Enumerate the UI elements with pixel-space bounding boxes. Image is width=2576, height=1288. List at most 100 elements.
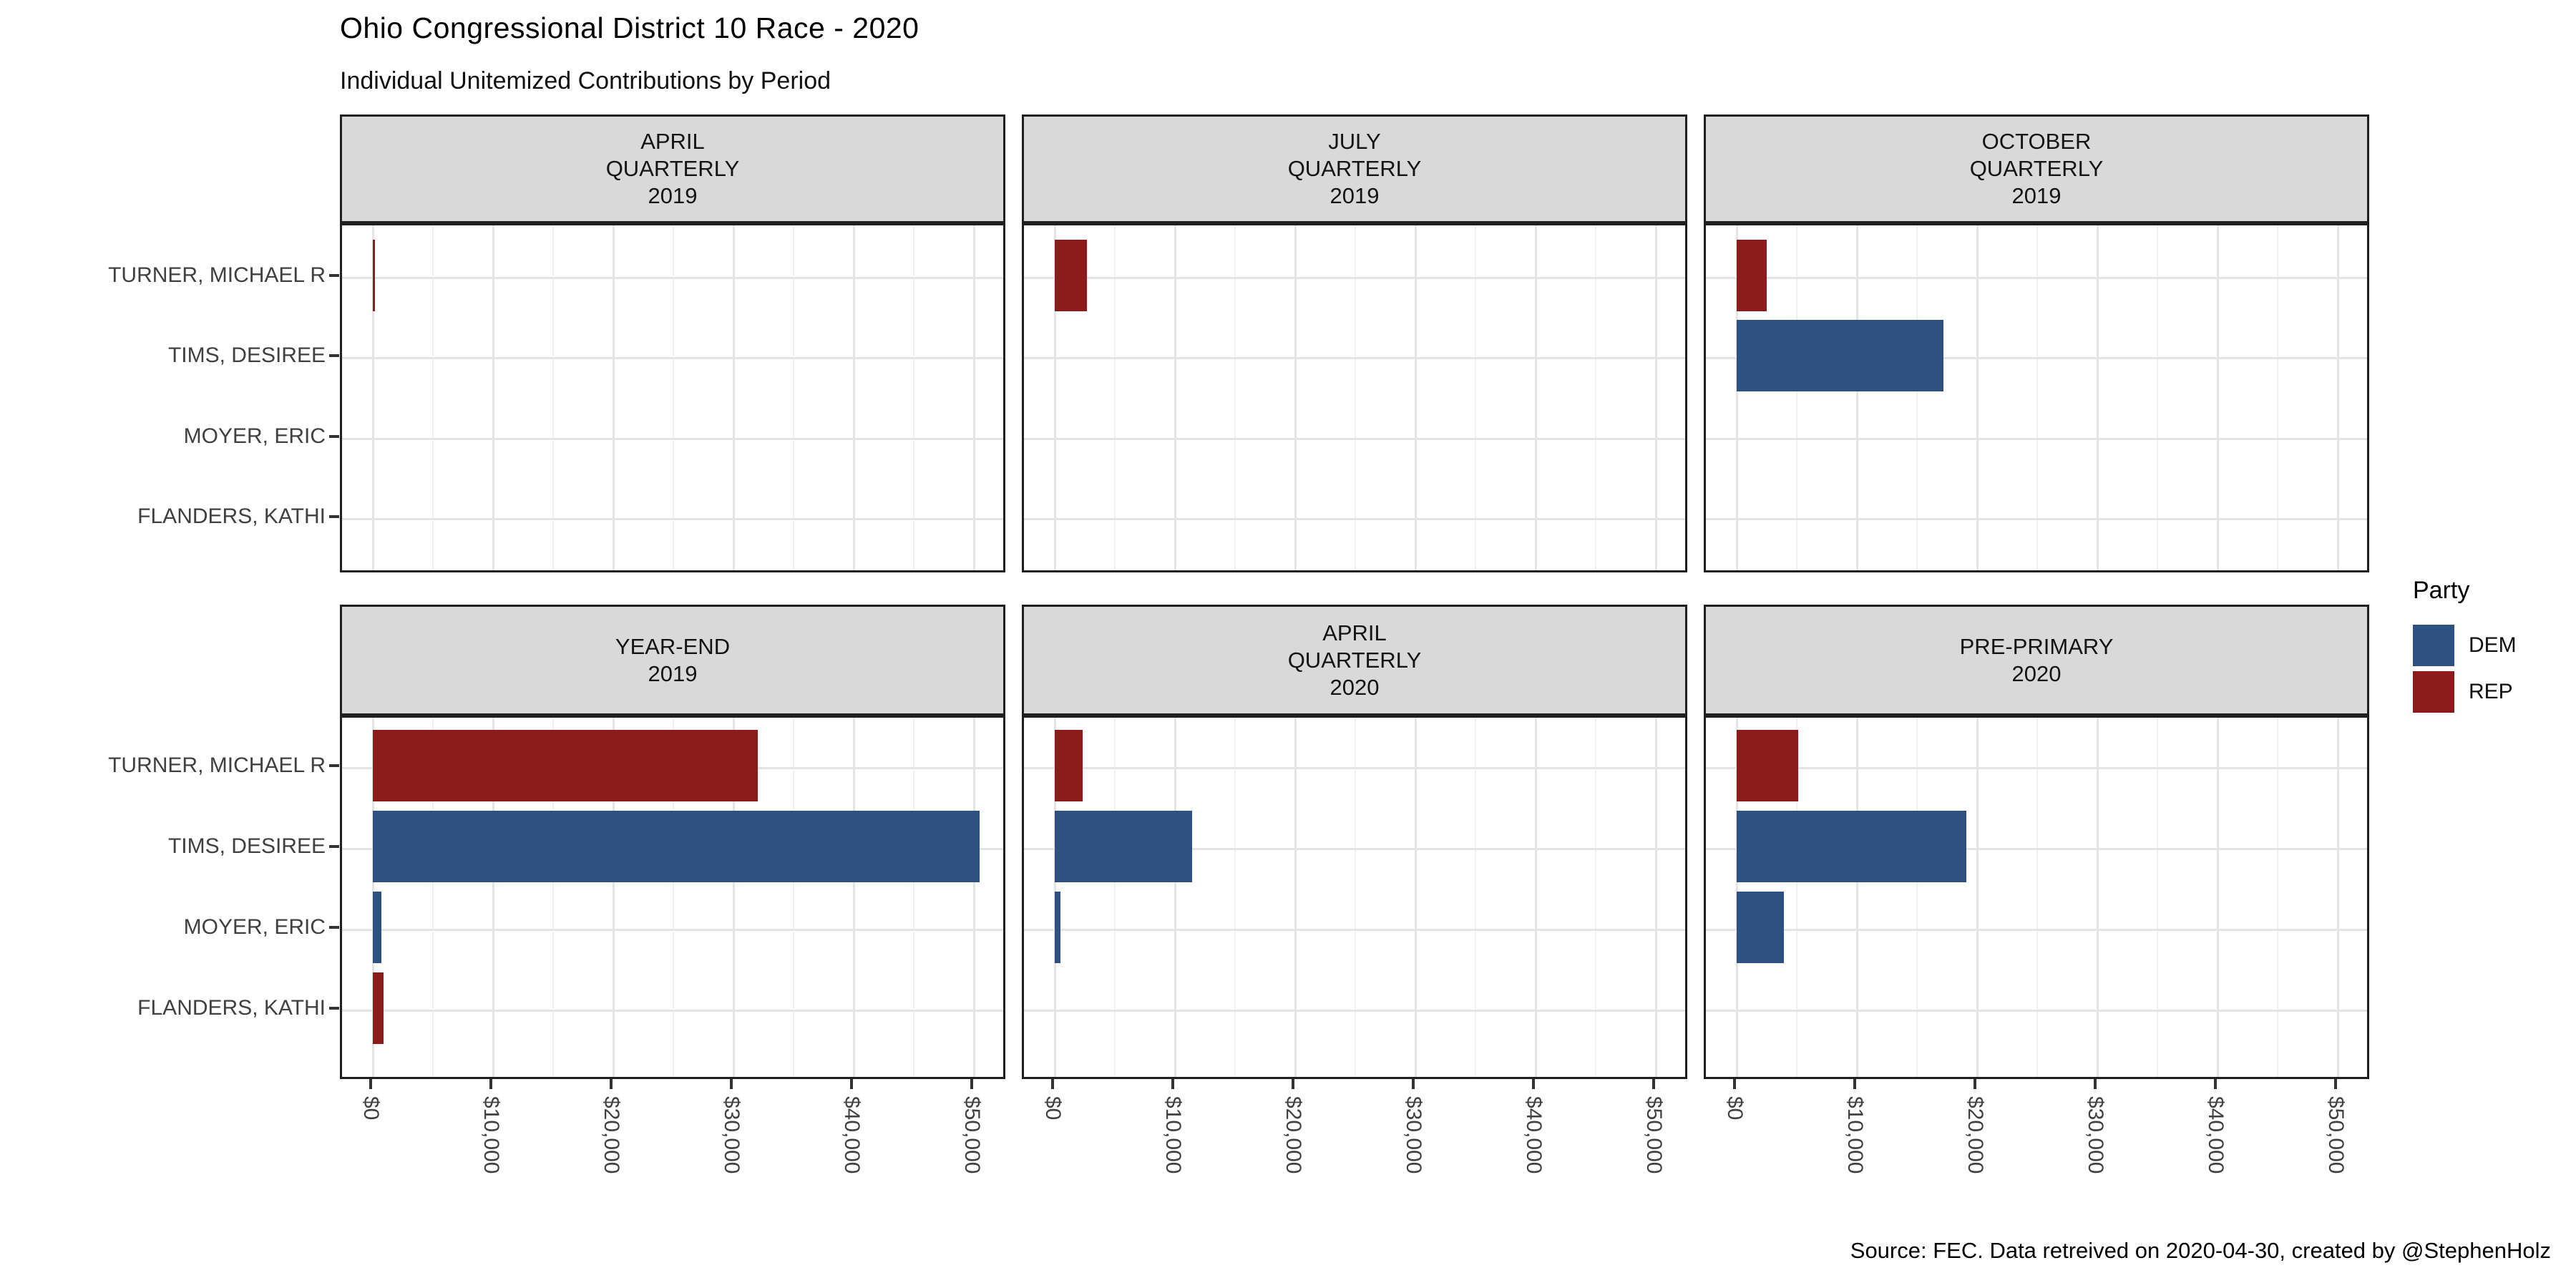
gridline-major-v xyxy=(1414,225,1417,570)
gridline-major-h xyxy=(1024,356,1685,359)
gridline-major-v xyxy=(1654,225,1657,570)
gridline-major-h xyxy=(1024,928,1685,931)
legend-entries: DEM REP xyxy=(2413,625,2517,713)
x-axis-tick xyxy=(970,1079,973,1089)
gridline-major-v xyxy=(1174,225,1176,570)
x-axis-tick xyxy=(610,1079,613,1089)
bar-april-quarterly-2020-tims-desiree xyxy=(1055,811,1192,882)
x-axis-label: $40,000 xyxy=(840,1096,864,1174)
facet-strip-label: APRIL xyxy=(640,129,705,154)
legend-label: DEM xyxy=(2469,633,2517,657)
facet-panel-october-quarterly-2019 xyxy=(1704,223,2369,572)
gridline-major-h xyxy=(342,276,1003,279)
gridline-major-h xyxy=(1024,766,1685,769)
gridline-minor-v xyxy=(1595,225,1596,570)
gridline-minor-v xyxy=(793,225,794,570)
gridline-major-h xyxy=(1706,356,2367,359)
y-axis-tick xyxy=(329,845,339,848)
x-axis-label: $30,000 xyxy=(720,1096,743,1174)
x-axis-label: $40,000 xyxy=(1522,1096,1546,1174)
bar-pre-primary-2020-turner-michael-r xyxy=(1737,730,1798,801)
facet-strip-october-quarterly-2019: OCTOBER QUARTERLY 2019 xyxy=(1704,114,2369,223)
gridline-minor-v xyxy=(432,718,434,1077)
x-axis-tick xyxy=(489,1079,492,1089)
gridline-major-v xyxy=(1414,718,1417,1077)
x-axis-tick xyxy=(2334,1079,2337,1089)
page-subtitle: Individual Unitemized Contributions by P… xyxy=(340,67,831,94)
gridline-minor-v xyxy=(1114,718,1116,1077)
gridline-major-v xyxy=(972,718,975,1077)
x-axis-tick xyxy=(730,1079,733,1089)
x-axis-label: $0 xyxy=(1723,1096,1747,1121)
x-axis-tick xyxy=(1051,1079,1054,1089)
facet-strip-label: JULY xyxy=(1328,129,1381,154)
gridline-major-v xyxy=(2216,718,2219,1077)
x-axis-label: $20,000 xyxy=(1282,1096,1305,1174)
facet-panel-april-quarterly-2019 xyxy=(340,223,1005,572)
gridline-minor-v xyxy=(1796,718,1797,1077)
gridline-major-v xyxy=(972,225,975,570)
gridline-minor-v xyxy=(793,718,794,1077)
x-axis-label: $50,000 xyxy=(1642,1096,1666,1174)
facet-strip-label: PRE-PRIMARY xyxy=(1959,633,2114,659)
gridline-major-v xyxy=(2336,718,2339,1077)
bar-october-quarterly-2019-tims-desiree xyxy=(1737,320,1943,391)
gridline-major-v xyxy=(2336,225,2339,570)
bar-year-end-2019-tims-desiree xyxy=(373,811,980,882)
y-axis-label-moyer-eric: MOYER, ERIC xyxy=(183,424,326,448)
bar-october-quarterly-2019-turner-michael-r xyxy=(1737,240,1767,311)
facet-strip-label: 2019 xyxy=(1330,183,1380,208)
y-axis-label-flanders-kathi: FLANDERS, KATHI xyxy=(137,504,326,528)
gridline-major-v xyxy=(2096,225,2099,570)
bar-april-quarterly-2020-turner-michael-r xyxy=(1055,730,1083,801)
gridline-minor-v xyxy=(1595,718,1596,1077)
x-axis-tick xyxy=(1532,1079,1535,1089)
gridline-minor-v xyxy=(1355,718,1356,1077)
x-axis-label: $20,000 xyxy=(600,1096,623,1174)
facet-panel-april-quarterly-2020 xyxy=(1022,716,1687,1079)
facet-strip-year-end-2019: YEAR-END 2019 xyxy=(340,605,1005,716)
bar-july-quarterly-2019-turner-michael-r xyxy=(1055,240,1088,311)
gridline-major-h xyxy=(1706,437,2367,440)
facet-strip-label: YEAR-END xyxy=(615,633,731,659)
legend: Party DEM REP xyxy=(2413,577,2517,718)
y-axis-label-moyer-eric: MOYER, ERIC xyxy=(183,915,326,939)
gridline-minor-v xyxy=(2277,718,2278,1077)
y-axis-tick xyxy=(329,764,339,767)
gridline-minor-v xyxy=(1234,225,1236,570)
x-axis-label: $50,000 xyxy=(2324,1096,2348,1174)
y-axis-tick xyxy=(329,1007,339,1010)
page-title: Ohio Congressional District 10 Race - 20… xyxy=(340,11,919,44)
gridline-major-h xyxy=(342,356,1003,359)
x-axis-label: $30,000 xyxy=(1402,1096,1425,1174)
gridline-minor-v xyxy=(673,225,674,570)
gridline-major-v xyxy=(492,718,494,1077)
gridline-major-h xyxy=(1706,517,2367,520)
facet-strip-april-quarterly-2020: APRIL QUARTERLY 2020 xyxy=(1022,605,1687,716)
gridline-major-h xyxy=(1706,847,2367,850)
x-axis-tick xyxy=(1292,1079,1294,1089)
facet-strip-label: QUARTERLY xyxy=(605,156,740,181)
gridline-minor-v xyxy=(1234,718,1236,1077)
x-axis-label: $10,000 xyxy=(1843,1096,1867,1174)
gridline-major-h xyxy=(1024,1009,1685,1012)
y-axis-label-tims-desiree: TIMS, DESIREE xyxy=(167,343,326,367)
x-axis-tick xyxy=(2094,1079,2097,1089)
gridline-major-v xyxy=(1534,718,1537,1077)
gridline-major-v xyxy=(1735,225,1738,570)
gridline-major-v xyxy=(852,225,855,570)
legend-entry-rep: REP xyxy=(2413,671,2517,713)
x-axis-tick xyxy=(369,1079,372,1089)
legend-entry-dem: DEM xyxy=(2413,625,2517,666)
bar-pre-primary-2020-moyer-eric xyxy=(1737,892,1784,963)
gridline-minor-v xyxy=(2036,225,2038,570)
gridline-minor-v xyxy=(1355,225,1356,570)
gridline-major-v xyxy=(371,225,374,570)
facet-strip-label: 2020 xyxy=(2011,660,2062,686)
bar-year-end-2019-moyer-eric xyxy=(373,892,381,963)
gridline-major-v xyxy=(732,718,735,1077)
facet-strip-label: QUARTERLY xyxy=(1287,156,1422,181)
facet-strip-label: 2019 xyxy=(2011,183,2062,208)
x-axis-label: $0 xyxy=(359,1096,383,1121)
x-axis-tick xyxy=(1171,1079,1174,1089)
